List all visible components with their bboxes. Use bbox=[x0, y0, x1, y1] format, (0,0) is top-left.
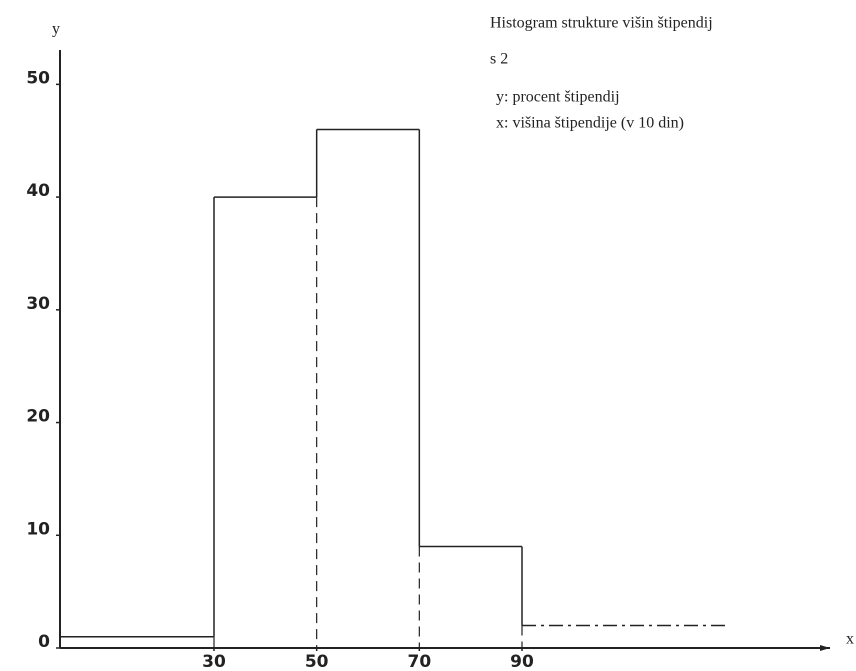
y-tick-label: 0 bbox=[38, 632, 50, 652]
x-tick-label: 30 bbox=[202, 652, 226, 671]
y-tick-label: 20 bbox=[26, 407, 50, 427]
chart-title: Histogram strukture višin štipendij bbox=[490, 15, 713, 32]
bar bbox=[60, 637, 214, 648]
chart-subtitle: s 2 bbox=[490, 51, 508, 68]
y-tick-label: 50 bbox=[26, 68, 50, 88]
y-tick-label: 40 bbox=[26, 181, 50, 201]
bar bbox=[419, 547, 522, 648]
x-tick-label: 70 bbox=[407, 652, 431, 671]
x-axis-arrow bbox=[820, 645, 830, 651]
bar bbox=[214, 197, 317, 648]
y-tick-label: 10 bbox=[26, 519, 50, 539]
annotation: y: procent štipendij bbox=[496, 89, 620, 106]
y-tick-label: 30 bbox=[26, 294, 50, 314]
x-tick-label: 90 bbox=[510, 652, 534, 671]
x-axis-label: x bbox=[846, 631, 854, 648]
annotation: x: višina štipendije (v 10 din) bbox=[496, 115, 684, 132]
bar bbox=[317, 129, 420, 648]
y-axis-label: y bbox=[52, 21, 60, 38]
bar bbox=[522, 625, 727, 648]
x-tick-label: 50 bbox=[305, 652, 329, 671]
